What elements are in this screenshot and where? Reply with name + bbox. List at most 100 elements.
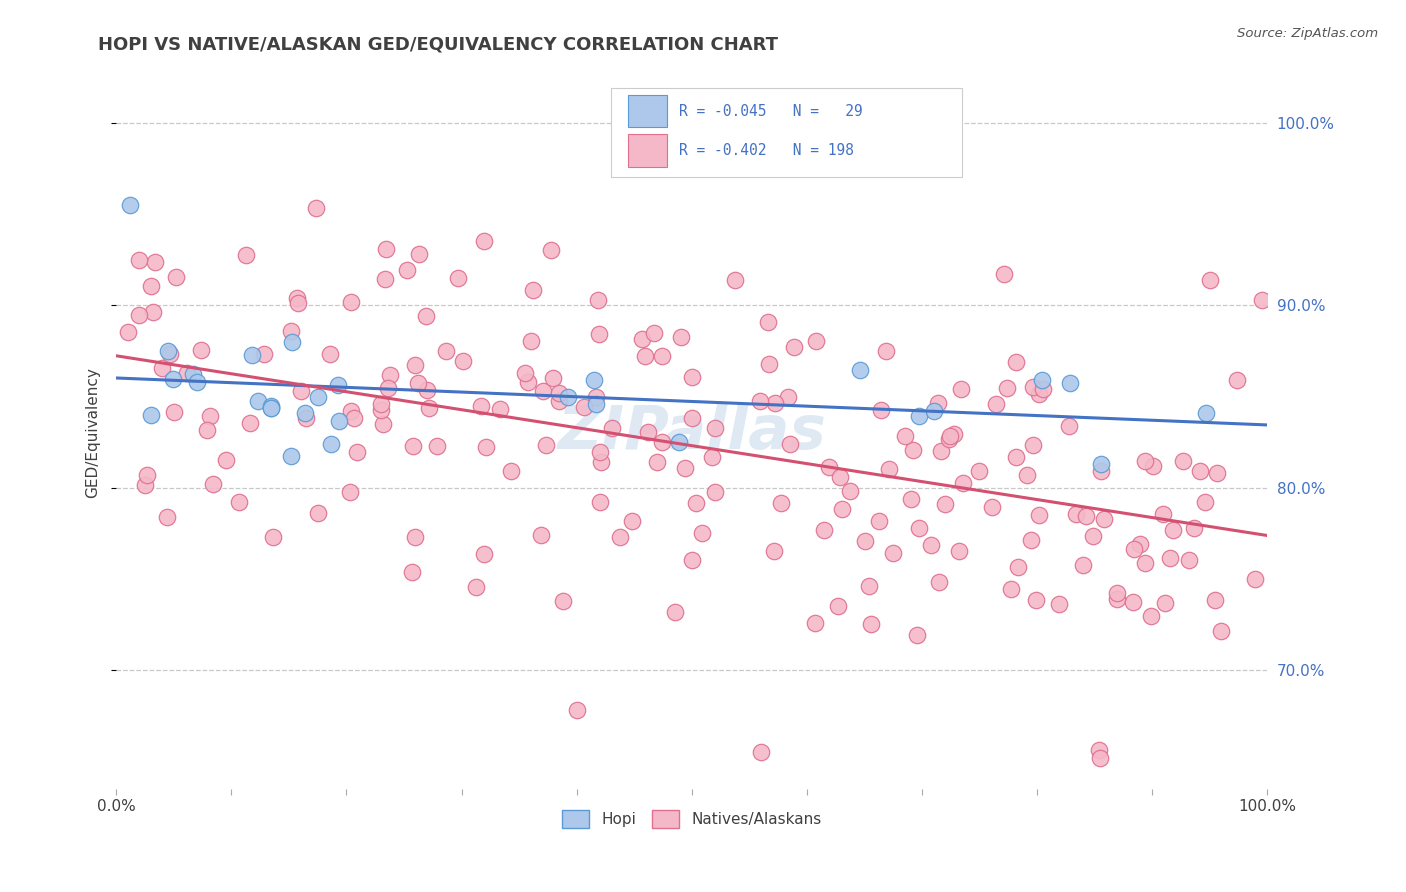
Point	[763, 543, 786, 558]
Point	[1007, 560, 1029, 574]
Point	[239, 416, 262, 430]
Point	[472, 234, 495, 248]
Point	[1047, 597, 1070, 611]
Point	[346, 445, 368, 459]
Point	[702, 450, 724, 464]
Point	[287, 296, 309, 310]
Point	[858, 579, 880, 593]
Point	[664, 605, 686, 619]
Point	[1182, 521, 1205, 535]
Point	[1161, 523, 1184, 537]
Point	[1028, 387, 1050, 401]
Point	[1140, 608, 1163, 623]
Point	[1133, 556, 1156, 570]
Point	[948, 543, 970, 558]
FancyBboxPatch shape	[628, 95, 668, 128]
Point	[1090, 464, 1112, 478]
Point	[143, 255, 166, 269]
Point	[1178, 553, 1201, 567]
Point	[839, 484, 862, 499]
Point	[370, 403, 392, 417]
Point	[536, 437, 558, 451]
Point	[280, 449, 302, 463]
Point	[931, 443, 953, 458]
Point	[294, 410, 316, 425]
Point	[1199, 273, 1222, 287]
Point	[827, 599, 849, 613]
Point	[380, 368, 402, 382]
Point	[246, 393, 269, 408]
Point	[1195, 406, 1218, 420]
Point	[1088, 751, 1111, 765]
Point	[141, 278, 163, 293]
Point	[308, 390, 330, 404]
Point	[828, 469, 851, 483]
Point	[285, 292, 308, 306]
Point	[1090, 457, 1112, 471]
Point	[637, 425, 659, 439]
Point	[262, 530, 284, 544]
Point	[849, 362, 872, 376]
Point	[984, 397, 1007, 411]
Point	[190, 343, 212, 357]
Point	[1142, 459, 1164, 474]
Point	[499, 464, 522, 478]
Point	[557, 390, 579, 404]
Legend: Hopi, Natives/Alaskans: Hopi, Natives/Alaskans	[555, 805, 828, 834]
Point	[1173, 454, 1195, 468]
Point	[1073, 558, 1095, 572]
Point	[943, 427, 966, 442]
Point	[290, 384, 312, 398]
Point	[634, 349, 657, 363]
Point	[870, 402, 893, 417]
Point	[704, 485, 727, 500]
Point	[1032, 382, 1054, 396]
Point	[489, 402, 512, 417]
Point	[1204, 593, 1226, 607]
Point	[517, 375, 540, 389]
Point	[967, 464, 990, 478]
Point	[215, 452, 238, 467]
Point	[585, 396, 607, 410]
Point	[1123, 542, 1146, 557]
Point	[418, 401, 440, 415]
Point	[1031, 372, 1053, 386]
Point	[1135, 454, 1157, 468]
Point	[588, 495, 610, 509]
Point	[1159, 550, 1181, 565]
Point	[763, 396, 786, 410]
Point	[1025, 592, 1047, 607]
Point	[530, 528, 553, 542]
Point	[681, 410, 703, 425]
Point	[993, 267, 1015, 281]
Point	[645, 454, 668, 468]
Point	[724, 273, 747, 287]
Point	[770, 496, 793, 510]
Point	[470, 399, 492, 413]
FancyBboxPatch shape	[612, 88, 962, 177]
Point	[1000, 582, 1022, 596]
Point	[813, 523, 835, 537]
Point	[938, 428, 960, 442]
Point	[340, 403, 363, 417]
Point	[905, 628, 928, 642]
Point	[176, 366, 198, 380]
Point	[135, 467, 157, 482]
Point	[1005, 355, 1028, 369]
Point	[776, 390, 799, 404]
Point	[804, 334, 827, 349]
Point	[165, 270, 187, 285]
Point	[907, 521, 929, 535]
Point	[259, 399, 281, 413]
Point	[198, 409, 221, 424]
Point	[620, 514, 643, 528]
Point	[280, 324, 302, 338]
Point	[574, 401, 596, 415]
Point	[340, 295, 363, 310]
Text: Source: ZipAtlas.com: Source: ZipAtlas.com	[1237, 27, 1378, 40]
Point	[1122, 595, 1144, 609]
Point	[1209, 624, 1232, 638]
Point	[1129, 537, 1152, 551]
Point	[685, 496, 707, 510]
Point	[631, 332, 654, 346]
